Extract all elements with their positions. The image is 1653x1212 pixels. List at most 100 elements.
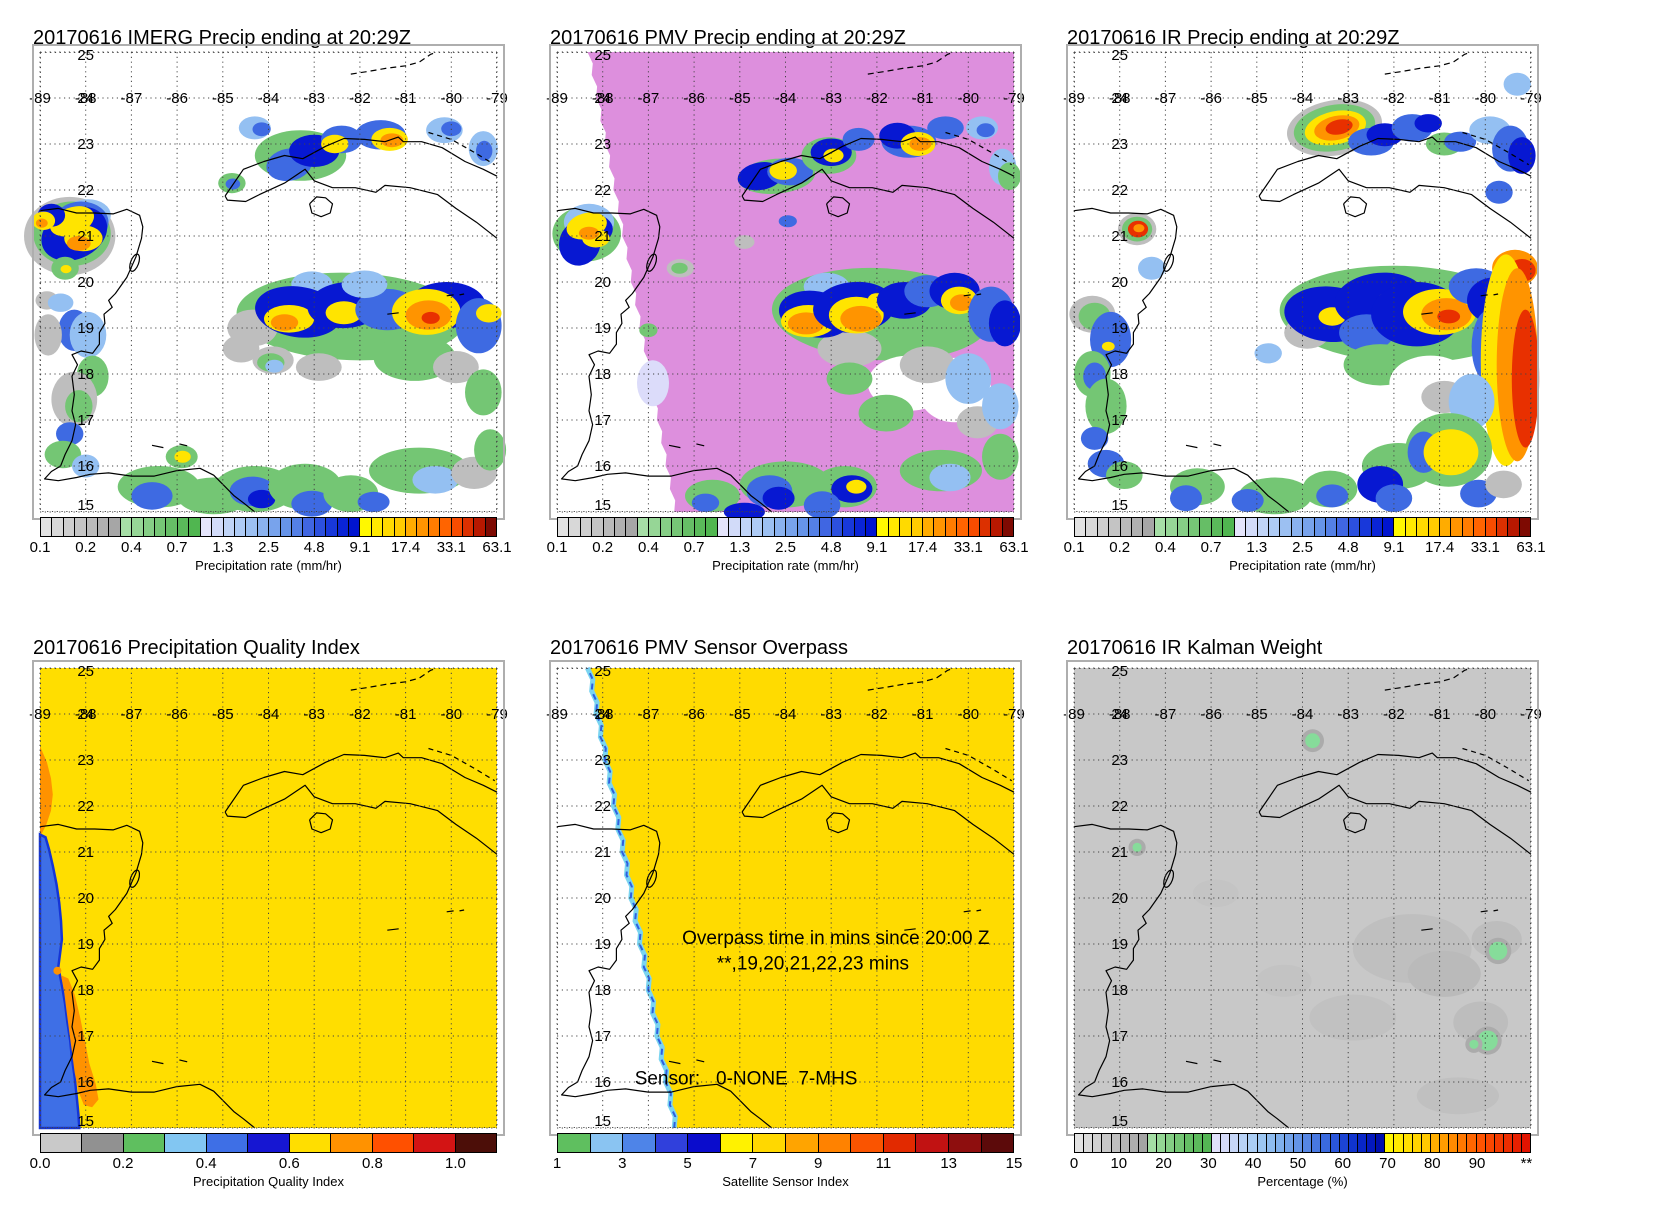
colorbar-segment [1275,1134,1285,1152]
colorbar-segment [120,518,133,536]
svg-text:18: 18 [77,366,94,383]
svg-text:16: 16 [77,1074,94,1091]
colorbar-ticks: 0.1 0.2 0.4 0.7 1.3 2.5 4.8 9.1 17.4 33.1 63.1 [547,537,1029,557]
map-canvas-imerg: -89 -88 -87 -86 -85 -84 -83 -82 -81 -80 -79 25 24 23 2… [24,47,508,517]
svg-text:23: 23 [594,752,611,769]
colorbar-segment [1503,1134,1513,1152]
colorbar-segment [1200,518,1212,536]
colorbar-tick: 0.6 [278,1155,300,1172]
colorbar-segment [1412,1134,1422,1152]
svg-text:15: 15 [77,497,94,514]
svg-text:-83: -83 [1337,706,1359,723]
colorbar-segment [337,518,349,536]
overpass-annotations: Overpass time in mins since 20:00 Z **,19… [635,928,990,1089]
colorbar-tick: 5 [683,1155,692,1172]
colorbar-segment [843,518,855,536]
colorbar-overpass: 1 3 5 7 9 11 13 15 Satellite Sensor Index [553,1133,1022,1189]
colorbar-tick: 0.4 [195,1155,217,1172]
colorbar-segment [372,1134,415,1152]
panel-title-ir: 20170616 IR Precip ending at 20:29Z [1067,26,1400,49]
svg-text:-89: -89 [29,90,51,107]
colorbar-segment [694,518,707,536]
colorbar-segment [1223,518,1235,536]
colorbar-tick: 40 [1244,1155,1262,1172]
svg-text:25: 25 [77,47,94,64]
colorbar-gradient [557,1133,1014,1153]
colorbar-segment [98,518,110,536]
colorbar-tick: 20 [1155,1155,1172,1172]
colorbar-tick: 0.2 [1109,539,1131,556]
colorbar-segment [1284,1134,1294,1152]
svg-text:15: 15 [1111,1113,1128,1130]
colorbar-segment [326,518,338,536]
colorbar-segment [911,518,923,536]
colorbar-segment [1102,1134,1112,1152]
map-pqi: -89 -88 -87 -86 -85 -84 -83 -82 -81 -80 -79 25 24 23 2… [29,660,508,1136]
svg-text:-82: -82 [1383,706,1405,723]
colorbar-segment [1394,518,1406,536]
svg-text:-87: -87 [638,706,660,723]
panel-overpass: 20170616 PMV Sensor Overpass -89 -88 -87 -8… [546,620,1055,1200]
svg-text:-80: -80 [957,90,979,107]
panel-title-pmv: 20170616 PMV Precip ending at 20:29Z [550,26,906,49]
panel-title-pqi: 20170616 Precipitation Quality Index [33,636,360,659]
axis-labels: -89 -88 -87 -86 -85 -84 -83 -82 -81 -80 -79 25 24 23 2… [1063,47,1542,514]
map-pmv: -89 -88 -87 -86 -85 -84 -83 -82 -81 -80 -79 25 24 23 2… [546,44,1025,522]
colorbar-segment [981,1134,1014,1152]
latlon-grid [39,51,498,513]
colorbar-segment [1474,518,1486,536]
colorbar-segment [257,518,270,536]
colorbar-segment [1268,518,1281,536]
colorbar-segment [948,1134,982,1152]
svg-text:-85: -85 [1246,706,1268,723]
svg-text:19: 19 [594,936,611,953]
svg-text:-83: -83 [820,706,842,723]
colorbar-segment [740,518,752,536]
colorbar-segment [1467,1134,1477,1152]
svg-text:-82: -82 [866,706,888,723]
colorbar-segment [818,1134,852,1152]
colorbar-segment [41,518,53,536]
colorbar-segment [1348,1134,1358,1152]
colorbar-tick: 60 [1334,1155,1352,1172]
svg-text:16: 16 [77,458,94,475]
colorbar-tick: 0.2 [75,539,97,556]
colorbar-segment [569,518,581,536]
colorbar-segment [1148,1134,1158,1152]
panel-pmv: 20170616 PMV Precip ending at 20:29Z -89… [546,10,1055,590]
colorbar-segment [923,518,935,536]
colorbar-segment [1002,518,1014,536]
colorbar-segment [41,1134,83,1152]
svg-text:-85: -85 [212,706,234,723]
colorbar-segment [808,518,821,536]
colorbar-segment [1325,518,1338,536]
colorbar-segment [729,518,741,536]
colorbar-segment [1367,1134,1377,1152]
svg-text:20: 20 [77,890,94,907]
map-canvas-kalman: -89 -88 -87 -86 -85 -84 -83 -82 -81 -80 -79 25 24 23 2… [1063,663,1542,1130]
colorbar-segment [637,518,650,536]
svg-text:-86: -86 [1200,706,1222,723]
panel-pqi: 20170616 Precipitation Quality Index -89… [29,620,538,1200]
colorbar-segment [331,1134,373,1152]
colorbar-segment [1382,518,1395,536]
colorbar-label: Precipitation Quality Index [192,1174,345,1189]
colorbar-tick: 2.5 [775,539,796,556]
svg-text:-79: -79 [1003,706,1025,723]
colorbar-segment [1430,1134,1440,1152]
svg-text:-81: -81 [395,90,417,107]
colorbar-segment [865,518,878,536]
colorbar-segment [980,518,992,536]
svg-text:18: 18 [594,982,611,999]
svg-text:-84: -84 [1292,706,1314,723]
map-overpass: -89 -88 -87 -86 -85 -84 -83 -82 -81 -80 -79 25 24 23 2… [546,660,1025,1136]
svg-text:-83: -83 [820,90,842,107]
svg-text:-88: -88 [1109,90,1131,107]
svg-text:-88: -88 [75,90,97,107]
colorbar-segment [246,518,258,536]
colorbar-segment [1508,518,1520,536]
colorbar-segment [1120,1134,1130,1152]
svg-text:25: 25 [594,47,611,64]
svg-text:20: 20 [594,274,611,291]
axis-labels: -89 -88 -87 -86 -85 -84 -83 -82 -81 -80 -79 25 24 23 2… [29,663,508,1130]
